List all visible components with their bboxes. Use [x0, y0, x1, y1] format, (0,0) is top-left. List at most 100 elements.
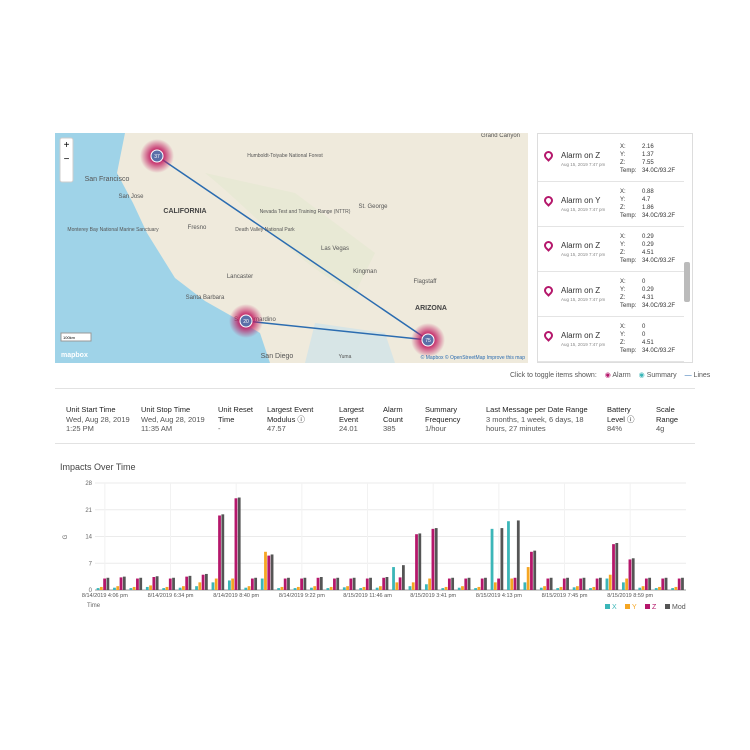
bar [172, 577, 175, 590]
map-label: CALIFORNIA [163, 208, 206, 215]
bar [434, 528, 438, 590]
bar [300, 578, 303, 590]
scrollbar[interactable] [684, 262, 690, 302]
map-label: Nevada Test and Training Range (NTTR) [260, 209, 351, 215]
bar [543, 586, 546, 590]
bar [116, 586, 120, 590]
field-value: 0.29 [642, 242, 654, 248]
stat: Unit Reset Time - [218, 405, 263, 434]
bar [493, 582, 497, 590]
legend-label[interactable]: Z [652, 604, 657, 611]
bar [441, 588, 445, 590]
legend-label[interactable]: Mod [672, 604, 686, 611]
bar [556, 588, 560, 590]
route-line [156, 155, 429, 341]
stat: Unit Stop Time Wed, Aug 28, 2019 11:35 AM [141, 405, 211, 434]
bar [162, 588, 166, 590]
bar [579, 578, 583, 590]
field-value: 0.29 [642, 234, 654, 240]
stat-label: Unit Reset Time [218, 405, 254, 424]
field-value: 4.51 [642, 340, 654, 346]
map[interactable]: + − San Francisco San Jose CALIFORNIA Fresn… [55, 133, 528, 363]
alarm-item[interactable]: Alarm on Z Aug 15, 2019 7:47 pm X: 2.16 Y: 1.… [538, 137, 684, 182]
field-label: X: [620, 234, 626, 240]
bar [477, 586, 481, 590]
alarm-pin [542, 239, 555, 252]
field-value: 0.29 [642, 287, 654, 293]
bar [359, 588, 363, 590]
bar [382, 577, 386, 590]
map-label: Lancaster [227, 274, 253, 280]
alarm-date: Aug 15, 2019 7:47 pm [561, 297, 606, 302]
map-label: Yuma [339, 354, 352, 360]
stat: Last Message per Date Range 3 months, 1 w… [486, 405, 601, 434]
bar [444, 586, 448, 590]
bar [296, 586, 300, 590]
bar [145, 586, 149, 590]
bar [592, 586, 596, 590]
cluster[interactable] [421, 333, 435, 347]
zoom-controls[interactable] [59, 137, 74, 183]
field-label: Y: [620, 332, 626, 338]
bar [546, 578, 550, 590]
bar [152, 577, 156, 590]
field-label: X: [620, 279, 626, 285]
cluster[interactable] [150, 149, 164, 163]
y-tick-label: 0 [89, 588, 93, 594]
bar [490, 528, 494, 590]
bar [615, 542, 619, 590]
bar [319, 577, 323, 590]
bar [631, 558, 635, 590]
legend-swatch [665, 604, 670, 609]
bar [467, 577, 471, 590]
legend-label[interactable]: Y [632, 604, 637, 611]
cluster-count: 75 [425, 338, 431, 344]
bar [365, 578, 369, 590]
bar [428, 578, 432, 590]
alarm-title: Alarm on Z [561, 286, 601, 295]
alarm-item[interactable]: Alarm on Z Aug 15, 2019 7:47 pm X: 0.29 Y: 0.… [538, 227, 684, 272]
bar [379, 586, 382, 590]
stat: Battery Level ⓘ 84% [607, 405, 647, 434]
bar [326, 588, 330, 590]
x-tick-label: 8/15/2019 8:59 pm [607, 593, 653, 599]
legend-swatch [605, 604, 610, 609]
stat-value: 4g [656, 424, 665, 433]
bar [129, 588, 133, 590]
bar [168, 578, 172, 590]
alarm-item[interactable]: Alarm on Z Aug 15, 2019 7:47 pm X: 0 Y: 0 Z: 4.… [538, 317, 684, 362]
stat-value: Wed, Aug 28, 2019 1:25 PM [66, 414, 130, 434]
bar [513, 577, 517, 590]
bar [533, 550, 537, 590]
legend-label[interactable]: X [612, 604, 617, 611]
x-tick-label: 8/15/2019 3:41 pm [410, 593, 456, 599]
bar [424, 584, 428, 590]
stat: Unit Start Time Wed, Aug 28, 2019 1:25 PM [66, 405, 136, 434]
toggle-summary[interactable]: Summary [646, 372, 677, 379]
zoom-in[interactable]: + [64, 140, 70, 151]
toggle-lines[interactable]: Lines [693, 372, 711, 379]
toggle-alarm[interactable]: Alarm [612, 372, 631, 379]
bar [605, 578, 609, 590]
alarm-item[interactable]: Alarm on Z Aug 15, 2019 7:47 pm X: 0 Y: 0.29 Z… [538, 272, 684, 317]
bar [237, 497, 241, 590]
field-label: Z: [620, 160, 626, 166]
field-label: Temp: [620, 258, 637, 264]
alarm-date: Aug 15, 2019 7:47 pm [561, 252, 606, 257]
zoom-out[interactable]: − [64, 154, 70, 165]
stat-label: Summary Frequency [425, 405, 461, 424]
alarm-item[interactable]: Alarm on Y Aug 15, 2019 7:47 pm X: 0.88 Y: 4.… [538, 182, 684, 227]
cluster[interactable] [239, 314, 253, 328]
bar [431, 528, 435, 590]
stat-value: - [218, 424, 221, 433]
map-attribution: © Mapbox © OpenStreetMap Improve this ma… [421, 354, 526, 361]
field-value: 2.16 [642, 144, 654, 150]
alarm-list [537, 133, 693, 363]
bar [628, 559, 632, 590]
bar [644, 578, 648, 590]
bar [674, 586, 678, 590]
bar [132, 586, 136, 590]
bar [342, 587, 346, 590]
map-label: Santa Barbara [186, 295, 225, 301]
bar [621, 582, 625, 590]
